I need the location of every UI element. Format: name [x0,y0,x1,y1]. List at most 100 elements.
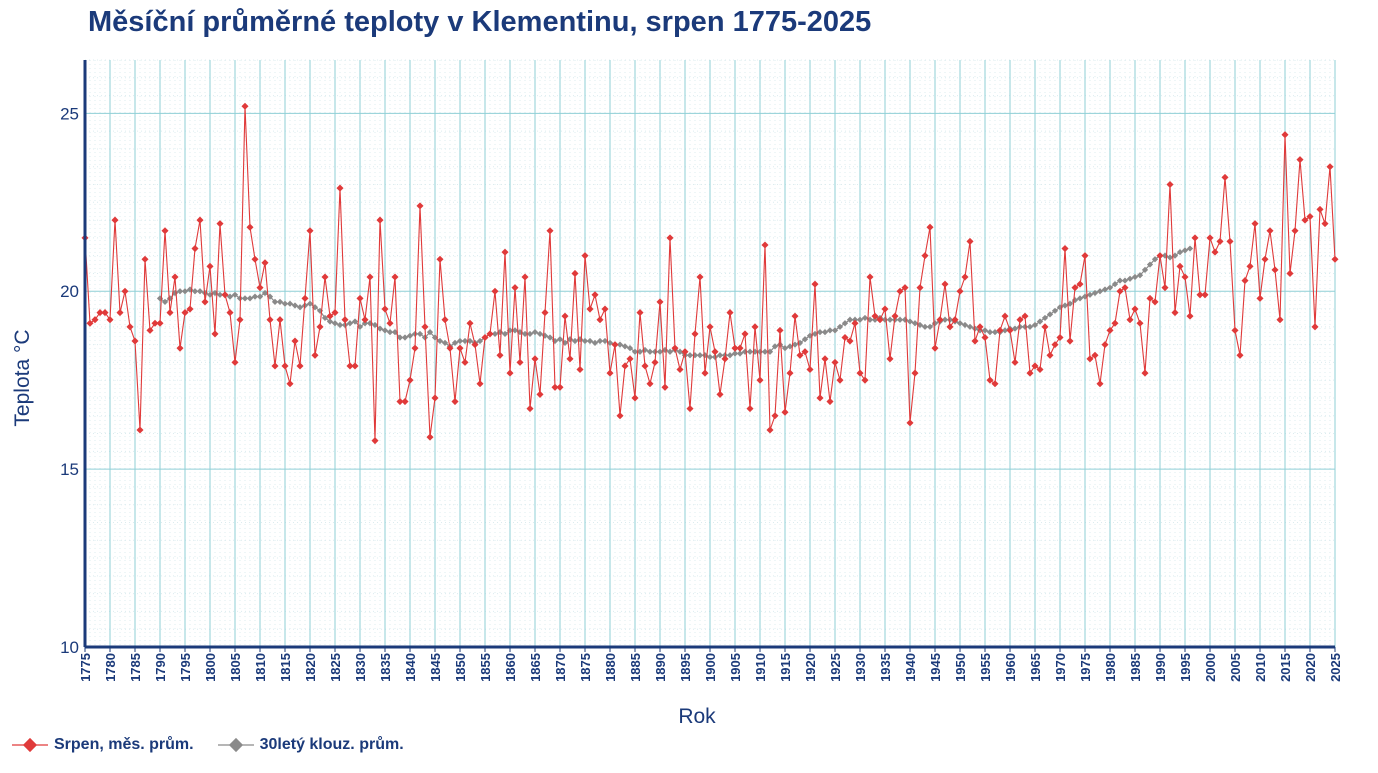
august-mean-point [601,305,609,313]
moving-average-point [246,295,254,302]
moving-average-point [441,339,449,346]
moving-average-point [956,320,964,327]
moving-average-point [331,320,339,327]
x-tick-label: 1925 [828,653,843,682]
august-mean-point [666,234,674,242]
moving-average-point [526,330,534,338]
moving-average-point [196,288,204,295]
august-mean-point [256,284,264,292]
august-mean-point [756,376,764,384]
august-mean-point [1161,284,1169,292]
moving-average-point [376,325,384,332]
august-mean-point [741,330,749,338]
august-mean-point [216,220,224,228]
august-mean-point [1191,234,1199,242]
moving-average-point [716,352,724,359]
moving-average-point [1116,277,1124,284]
august-mean-point [271,362,279,370]
august-mean-point [926,223,934,231]
august-mean-point [776,326,784,334]
august-mean-point [876,316,884,324]
august-mean-point [151,319,159,327]
moving-average-point [571,337,579,345]
august-mean-point [1181,273,1189,281]
x-tick-label: 1995 [1178,653,1193,682]
x-tick-label: 1955 [978,653,993,682]
august-mean-point [616,412,624,420]
legend-item-moving-average[interactable]: 30letý klouz. prům. [216,735,404,755]
august-mean-point [806,365,814,374]
august-mean-point [686,405,694,413]
august-mean-point [996,326,1004,334]
august-mean-point [226,309,234,317]
august-mean-point [286,380,294,388]
august-mean-point [306,227,314,235]
august-mean-point [801,348,809,356]
august-mean-point [981,333,989,342]
august-mean-point [351,362,359,370]
august-mean-point [651,358,659,366]
august-mean-point [131,337,139,345]
moving-average-point [381,327,389,334]
august-mean-point [86,319,94,327]
moving-average-point [1146,261,1154,268]
august-mean-point [491,287,499,295]
x-tick-label: 1815 [278,653,293,682]
legend-item-august[interactable]: Srpen, měs. prům. [10,735,194,755]
august-mean-point [1311,323,1319,331]
moving-average-point [1131,273,1139,281]
chart-title: Měsíční průměrné teploty v Klementinu, s… [88,6,872,38]
moving-average-point [296,304,304,311]
august-mean-point [1026,369,1034,377]
august-mean-point [661,383,669,391]
august-mean-point [1141,369,1149,377]
august-mean-point [541,309,549,317]
august-mean-point [481,333,489,342]
august-mean-point [986,376,994,384]
august-mean-point [186,305,194,313]
x-tick-label: 1810 [253,653,268,682]
moving-average-point [346,320,354,327]
moving-average-point [991,329,999,336]
august-mean-point [721,355,729,363]
august-mean-point [341,316,349,324]
august-mean-point [811,280,819,288]
august-mean-point [411,344,419,352]
august-mean-point [761,241,769,249]
moving-average-point [431,334,439,341]
august-mean-point [406,376,414,384]
august-mean-point [581,252,589,260]
august-mean-point [451,397,459,406]
x-tick-label: 2015 [1278,653,1293,682]
august-mean-point [261,259,269,267]
moving-average-point [1061,302,1069,309]
august-mean-point [1086,355,1094,363]
august-mean-point [371,437,379,445]
august-mean-point [976,323,984,331]
august-mean-point [591,291,599,299]
august-mean-point [716,390,724,398]
august-mean-point [136,426,144,434]
y-tick-label: 10 [60,638,79,657]
august-mean-point [681,348,689,356]
august-mean-point [1176,262,1184,270]
moving-average-point [426,329,434,336]
august-mean-point [171,273,179,281]
august-mean-point [496,351,504,359]
august-mean-point [606,369,614,377]
august-mean-point [421,323,429,331]
x-tick-label: 1825 [328,653,343,682]
moving-average-point [1041,314,1049,322]
august-mean-point [691,330,699,338]
august-mean-point [1266,227,1274,235]
august-mean-point [161,227,169,235]
moving-average-point [836,323,844,330]
moving-average-point [306,300,314,307]
august-mean-point [1291,227,1299,235]
august-mean-point [316,323,324,331]
moving-average-point [621,343,629,350]
august-mean-point [586,305,594,313]
august-mean-point [866,273,874,281]
august-mean-point [1276,316,1284,324]
